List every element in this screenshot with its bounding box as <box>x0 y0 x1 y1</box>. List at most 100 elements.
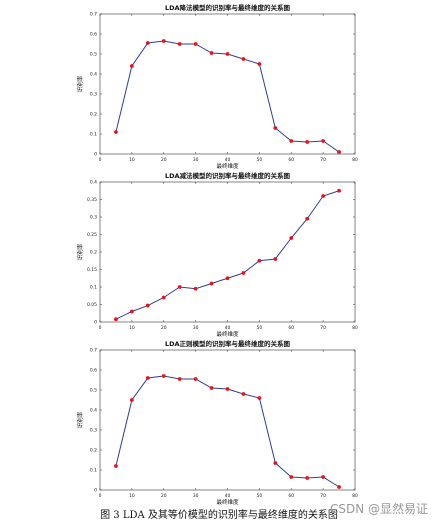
data-point <box>273 257 278 261</box>
data-point <box>129 398 134 402</box>
y-tick-label: 0.5 <box>90 388 97 394</box>
y-tick-label: 0.2 <box>90 112 97 118</box>
chart-3: LDA正则模型的识别率与最终维度的关系图 0 10 20 30 40 50 60 70 80 0 0.… <box>76 339 358 506</box>
data-point <box>305 140 310 144</box>
data-point <box>305 216 310 221</box>
y-tick-label: 0 <box>94 320 97 326</box>
y-axis-label: 识别率 <box>76 243 84 260</box>
chart-panel-3: LDA正则模型的识别率与最终维度的关系图 0 10 20 30 40 50 60 70 80 0 0.… <box>0 336 438 506</box>
y-tick-label: 0.7 <box>90 12 97 18</box>
y-tick-label: 0.15 <box>87 267 97 273</box>
x-tick-label: 50 <box>257 493 263 499</box>
data-point <box>114 464 118 468</box>
y-axis-label: 识别率 <box>76 411 84 428</box>
series-line <box>115 190 340 320</box>
data-point <box>177 42 182 46</box>
chart-title: LDA减法模型的识别率与最终维度的关系图 <box>165 171 291 180</box>
data-point <box>193 377 198 381</box>
x-tick-label: 50 <box>257 325 263 331</box>
data-point <box>145 303 150 308</box>
series-line <box>115 40 340 153</box>
data-point <box>225 276 230 281</box>
x-tick-label: 20 <box>161 493 167 499</box>
data-point <box>193 42 198 46</box>
data-point <box>145 41 150 45</box>
data-point <box>161 39 166 43</box>
x-tick-label: 60 <box>288 493 294 499</box>
series-line <box>115 375 340 488</box>
data-point <box>321 194 326 198</box>
plot-area-frame <box>99 181 356 323</box>
x-tick-label: 0 <box>99 157 102 163</box>
plot-area-frame <box>99 349 356 491</box>
data-point <box>289 475 294 479</box>
data-point <box>209 386 214 390</box>
chart-panel-2: LDA减法模型的识别率与最终维度的关系图 0 10 20 30 40 50 60 70 80 0 0.… <box>0 168 438 338</box>
data-point <box>114 317 118 322</box>
data-point <box>209 281 214 286</box>
y-axis-label: 识别率 <box>76 75 84 92</box>
chart-panel-1: LDA降法模型的识别率与最终维度的关系图 0 10 20 30 40 50 60 70 80 0 0.… <box>0 0 438 170</box>
x-tick-label: 60 <box>288 325 294 331</box>
plot-area-frame <box>99 13 356 155</box>
x-tick-label: 40 <box>225 493 231 499</box>
y-tick-label: 0.5 <box>90 52 97 58</box>
y-tick-label: 0 <box>94 488 97 494</box>
y-tick-label: 0.1 <box>90 285 97 291</box>
x-tick-label: 80 <box>352 325 358 331</box>
data-point <box>289 236 294 240</box>
data-point <box>273 126 278 130</box>
data-point <box>305 476 310 480</box>
data-point <box>177 285 182 289</box>
data-point <box>257 396 262 400</box>
x-tick-label: 70 <box>320 157 326 163</box>
x-tick-label: 30 <box>193 493 199 499</box>
data-point <box>114 130 118 134</box>
data-point <box>129 309 134 314</box>
data-point <box>241 57 246 61</box>
data-point <box>337 485 341 489</box>
x-tick-label: 50 <box>257 157 263 163</box>
x-tick-label: 10 <box>129 157 135 163</box>
x-tick-label: 70 <box>320 493 326 499</box>
data-point <box>225 387 230 391</box>
data-point <box>257 62 262 66</box>
data-point <box>193 286 198 291</box>
x-tick-label: 30 <box>193 325 199 331</box>
data-point <box>337 188 341 193</box>
data-point <box>337 150 341 154</box>
x-tick-label: 70 <box>320 325 326 331</box>
y-tick-label: 0.2 <box>90 250 97 256</box>
data-point <box>129 64 134 68</box>
x-tick-label: 80 <box>352 493 358 499</box>
x-tick-label: 60 <box>288 157 294 163</box>
chart-1: LDA降法模型的识别率与最终维度的关系图 0 10 20 30 40 50 60 70 80 0 0.… <box>76 3 358 170</box>
data-point <box>225 52 230 56</box>
x-tick-label: 0 <box>99 325 102 331</box>
chart-title: LDA正则模型的识别率与最终维度的关系图 <box>165 339 291 348</box>
data-point <box>241 271 246 275</box>
y-tick-label: 0.3 <box>90 428 97 434</box>
x-tick-label: 30 <box>193 157 199 163</box>
x-tick-label: 20 <box>161 157 167 163</box>
x-tick-label: 80 <box>352 157 358 163</box>
data-point <box>321 139 326 143</box>
y-tick-label: 0.1 <box>90 132 97 138</box>
data-point <box>209 51 214 55</box>
watermark: CSDN @显然易证 <box>329 502 428 516</box>
y-tick-label: 0.2 <box>90 448 97 454</box>
chart-title: LDA降法模型的识别率与最终维度的关系图 <box>165 3 291 12</box>
x-tick-label: 40 <box>225 325 231 331</box>
x-tick-label: 10 <box>129 325 135 331</box>
y-tick-label: 0 <box>94 152 97 158</box>
x-tick-label: 20 <box>161 325 167 331</box>
y-tick-label: 0.7 <box>90 348 97 354</box>
x-tick-label: 0 <box>99 493 102 499</box>
y-tick-label: 0.6 <box>90 368 97 374</box>
data-point <box>145 376 150 380</box>
y-tick-label: 0.05 <box>87 302 97 308</box>
x-tick-label: 40 <box>225 157 231 163</box>
x-tick-label: 10 <box>129 493 135 499</box>
y-tick-label: 0.25 <box>87 232 97 238</box>
